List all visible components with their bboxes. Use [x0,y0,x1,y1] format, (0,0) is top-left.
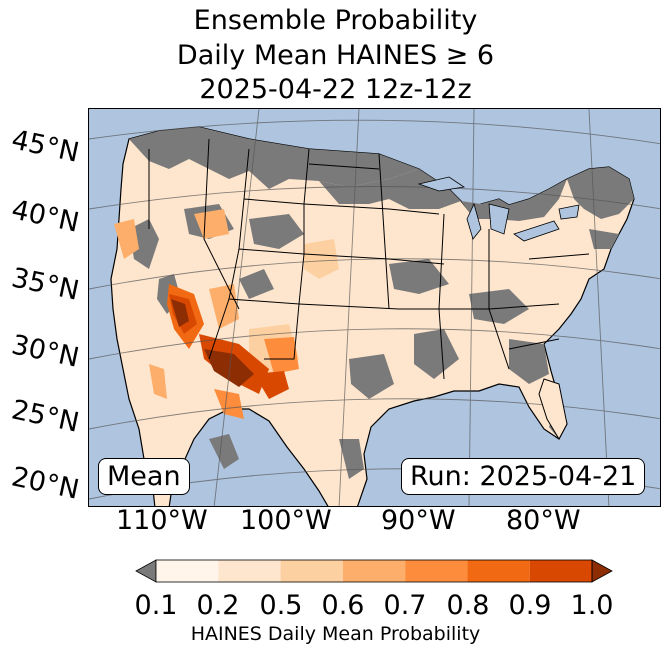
mean-label: Mean [98,458,190,495]
lat-label-30: 30°N [8,329,82,374]
colorbar-tick-3: 0.6 [321,590,365,621]
colorbar-segment-2 [280,560,343,582]
lat-label-40: 40°N [8,194,82,239]
title-line-1: Ensemble Probability [193,5,478,36]
title-line-3: 2025-04-22 12z-12z [199,74,472,105]
colorbar-under-arrow [135,559,157,583]
lon-label-110: 110°W [116,505,208,536]
lat-label-25: 25°N [8,394,82,439]
colorbar-tick-0: 0.1 [134,590,178,621]
colorbar [135,559,613,583]
lon-label-100: 100°W [240,505,332,536]
probability-areas [114,209,339,419]
colorbar-tick-2: 0.5 [259,590,303,621]
lat-label-45: 45°N [8,124,82,169]
title-line-2: Daily Mean HAINES ≥ 6 [176,40,495,71]
colorbar-segment-4 [405,560,468,582]
lat-label-20: 20°N [8,461,82,506]
colorbar-label: HAINES Daily Mean Probability [190,623,481,645]
colorbar-over-arrow [591,559,613,583]
colorbar-tick-1: 0.2 [196,590,240,621]
lon-label-80: 80°W [506,505,581,536]
run-date-label: Run: 2025-04-21 [401,458,646,495]
colorbar-tick-5: 0.8 [446,590,490,621]
colorbar-segment-3 [342,560,406,582]
lon-label-90: 90°W [381,505,456,536]
colorbar-tick-4: 0.7 [383,590,427,621]
colorbar-segment-1 [218,560,281,582]
lat-label-35: 35°N [8,262,82,307]
state-borders [148,138,590,380]
colorbar-tick-7: 1.0 [570,590,614,621]
colorbar-segment-5 [467,560,530,582]
map-panel [88,108,661,507]
colorbar-segment-0 [156,560,219,582]
great-lakes [417,176,580,242]
colorbar-tick-6: 0.9 [508,590,552,621]
colorbar-segment-6 [529,560,592,582]
low-probability-areas [129,127,634,479]
map-canvas [89,109,660,506]
